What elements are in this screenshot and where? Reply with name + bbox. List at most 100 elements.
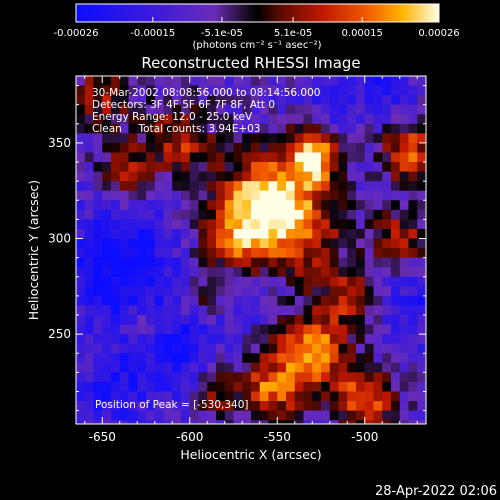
heatmap-cell [119,276,129,287]
heatmap-cell [294,114,304,125]
heatmap-cell [251,305,261,316]
heatmap-cell [84,190,94,201]
heatmap-cell [84,171,94,182]
heatmap-cell [382,133,392,144]
heatmap-cell [224,248,234,259]
heatmap-cell [224,305,234,316]
heatmap-cell [93,286,103,297]
heatmap-cell [111,295,121,306]
heatmap-cell [76,171,86,182]
heatmap-cell [399,142,409,153]
heatmap-cell [207,372,217,383]
heatmap-cell [391,181,401,192]
heatmap-cell [76,200,86,211]
heatmap-cell [259,219,269,230]
heatmap-cell [277,276,287,287]
heatmap-cell [251,324,261,335]
heatmap-cell [198,85,208,96]
heatmap-cell [224,410,234,421]
heatmap-cell [163,142,173,153]
heatmap-cell [277,76,287,86]
heatmap-cell [303,372,313,383]
heatmap-cell [181,200,191,211]
heatmap-cell [356,248,366,259]
heatmap-cell [277,133,287,144]
heatmap-cell [84,133,94,144]
heatmap-cell [76,343,86,354]
heatmap-cell [76,391,86,402]
heatmap-cell [137,362,147,373]
heatmap-cell [154,420,164,425]
heatmap-cell [198,76,208,86]
heatmap-cell [216,76,226,86]
heatmap-cell [312,372,322,383]
heatmap-cell [321,76,331,86]
heatmap-cell [242,190,252,201]
heatmap-cell [242,104,252,115]
heatmap-cell [277,334,287,345]
heatmap-cell [128,228,138,239]
heatmap-cell [224,114,234,125]
heatmap-cell [181,190,191,201]
heatmap-cell [207,152,217,163]
heatmap-cell [364,228,374,239]
heatmap-cell [338,248,348,259]
heatmap-cell [382,238,392,249]
heatmap-cell [286,200,296,211]
heatmap-cell [216,315,226,325]
heatmap-cell [391,162,401,172]
heatmap-cell [259,152,269,163]
heatmap-cell [198,190,208,201]
heatmap-cell [303,95,313,106]
heatmap-cell [242,372,252,383]
heatmap-cell [163,343,173,354]
heatmap-cell [172,104,182,115]
heatmap-cell [417,420,427,425]
heatmap-cell [233,257,243,268]
heatmap-cell [137,276,147,287]
heatmap-cell [408,85,418,96]
heatmap-cell [277,324,287,335]
heatmap-cell [373,324,383,335]
heatmap-cell [198,171,208,182]
heatmap-cell [172,305,182,316]
heatmap-cell [172,228,182,239]
heatmap-cell [84,238,94,249]
heatmap-cell [181,305,191,316]
heatmap-cell [303,257,313,268]
heatmap-cell [286,76,296,86]
heatmap-cell [76,324,86,335]
heatmap-cell [338,420,348,425]
heatmap-cell [181,257,191,268]
heatmap-cell [312,190,322,201]
heatmap-cell [163,420,173,425]
heatmap-cell [408,228,418,239]
heatmap-cell [216,334,226,345]
heatmap-cell [172,410,182,421]
heatmap-cell [312,267,322,278]
heatmap-cell [329,420,339,425]
heatmap-cell [399,162,409,172]
heatmap-cell [181,267,191,278]
heatmap-cell [224,257,234,268]
heatmap-cell [399,152,409,163]
heatmap-cell [146,343,156,354]
heatmap-cell [347,142,357,153]
heatmap-cell [408,295,418,306]
heatmap-cell [312,114,322,125]
heatmap-cell [207,410,217,421]
heatmap-cell [356,209,366,220]
heatmap-cell [207,142,217,153]
heatmap-cell [242,362,252,373]
heatmap-cell [277,257,287,268]
heatmap-cell [251,286,261,297]
heatmap-cell [294,228,304,239]
heatmap-cell [224,190,234,201]
heatmap-cell [268,200,278,211]
heatmap-cell [181,401,191,412]
heatmap-cell [76,104,86,115]
heatmap-cell [373,104,383,115]
heatmap-cell [277,315,287,325]
heatmap-cell [373,142,383,153]
heatmap-cell [216,85,226,96]
